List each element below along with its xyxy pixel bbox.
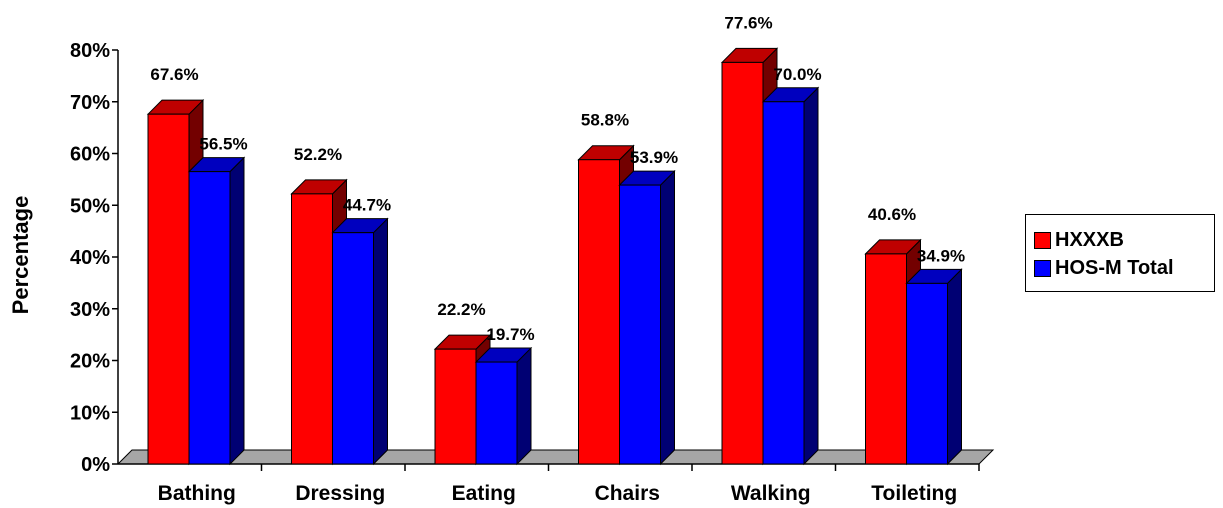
y-tick-label: 50%	[70, 195, 110, 217]
data-label: 67.6%	[150, 65, 198, 84]
y-tick-label: 30%	[70, 299, 110, 321]
category-label: Bathing	[158, 482, 236, 505]
bar-hos-m-total	[618, 169, 676, 466]
legend-swatch-hos-m-total	[1034, 259, 1051, 277]
bar-front	[619, 184, 661, 465]
bar-front	[475, 361, 518, 465]
legend-item-hos-m-total: HOS-M Total	[1034, 256, 1174, 280]
bar-side	[660, 169, 675, 466]
bar-side	[803, 86, 819, 466]
legend-swatch-hxxxb	[1034, 231, 1051, 249]
legend-label-hxxxb: HXXXB	[1055, 228, 1124, 251]
data-label: 77.6%	[724, 13, 772, 32]
data-label: 70.0%	[773, 65, 821, 84]
bar-hos-m-total	[905, 268, 963, 466]
chart-floor	[116, 449, 995, 465]
category-label: Toileting	[871, 482, 957, 505]
y-tick-label: 20%	[70, 351, 110, 373]
y-tick-label: 40%	[70, 247, 110, 269]
data-label: 44.7%	[343, 196, 391, 215]
bar-side	[947, 268, 962, 466]
bar-side	[229, 156, 245, 466]
category-label: Eating	[452, 482, 516, 505]
labels-layer: 0% 10% 20% 30% 40% 50% 60% 70% 80% Bathing Dressin…	[70, 13, 965, 505]
bar-front	[332, 232, 374, 465]
bar-side	[516, 346, 532, 466]
bar-front	[188, 171, 231, 465]
data-label: 53.9%	[630, 148, 678, 167]
data-label: 19.7%	[486, 325, 534, 344]
bar-hos-m-total	[187, 156, 246, 466]
bar-front	[578, 159, 620, 465]
bar-hos-m-total	[331, 217, 389, 466]
category-label: Walking	[731, 482, 811, 505]
data-label: 58.8%	[581, 111, 629, 130]
bar-front	[721, 61, 764, 465]
y-tick-label: 0%	[81, 454, 110, 476]
y-axis-title: Percentage	[8, 196, 33, 315]
data-label: 56.5%	[199, 135, 247, 154]
data-label: 22.2%	[437, 300, 485, 319]
y-tick-label: 10%	[70, 402, 110, 424]
bar-hos-m-total	[761, 86, 820, 466]
data-label: 40.6%	[868, 205, 916, 224]
y-tick-label: 60%	[70, 144, 110, 166]
y-tick-label: 70%	[70, 92, 110, 114]
data-label: 52.2%	[294, 145, 342, 164]
category-label: Dressing	[295, 482, 385, 505]
legend-label-hos-m-total: HOS-M Total	[1055, 256, 1174, 279]
bar-front	[762, 101, 805, 465]
data-label: 34.9%	[917, 246, 965, 265]
bar-hos-m-total	[474, 346, 533, 466]
bar-front	[906, 282, 948, 465]
legend: HXXXB HOS-M Total	[1025, 214, 1215, 292]
bars-layer	[146, 47, 963, 466]
bar-front	[865, 253, 907, 465]
bar-front	[147, 113, 190, 465]
legend-item-hxxxb: HXXXB	[1034, 228, 1124, 252]
y-tick-label: 80%	[70, 40, 110, 62]
bar-front	[291, 193, 333, 465]
bar-side	[373, 217, 388, 466]
category-label: Chairs	[595, 482, 660, 505]
bar-front	[434, 348, 477, 465]
